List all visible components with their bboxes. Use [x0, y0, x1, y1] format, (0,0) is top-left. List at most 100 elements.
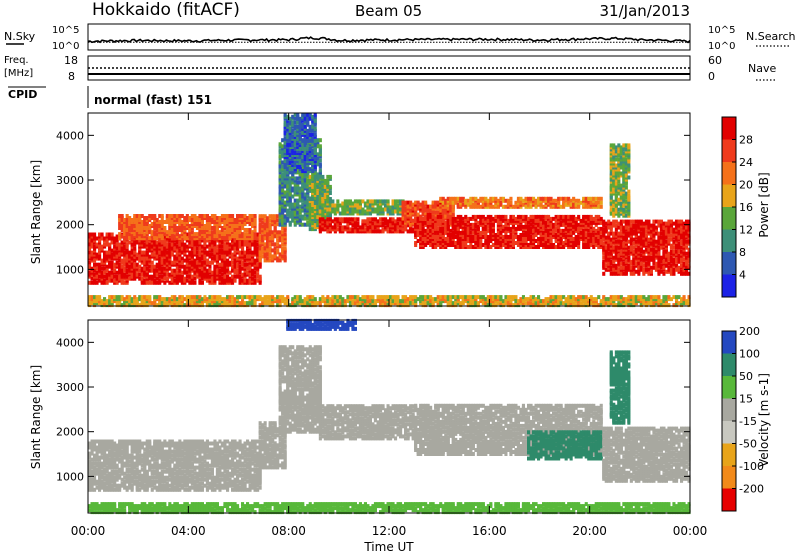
cpid-panel: CPID normal (fast) 151	[8, 86, 212, 108]
range-cell	[148, 268, 152, 273]
range-cell	[190, 214, 194, 218]
range-cell	[203, 250, 207, 255]
range-cell	[188, 280, 192, 285]
range-cell	[243, 258, 247, 263]
range-cell	[233, 228, 237, 232]
range-cell	[223, 230, 227, 235]
range-cell	[251, 268, 255, 273]
range-cell	[283, 254, 287, 259]
range-cell	[296, 186, 300, 191]
range-cell	[165, 276, 169, 281]
range-cell	[153, 242, 157, 247]
range-cell	[198, 250, 202, 255]
range-cell	[190, 246, 194, 251]
range-cell	[602, 271, 606, 276]
range-cell	[313, 218, 317, 223]
range-cell	[243, 262, 247, 267]
range-cell	[98, 278, 102, 283]
range-cell	[143, 280, 147, 285]
range-cell	[291, 172, 295, 177]
range-cell	[95, 280, 99, 285]
range-cell	[306, 198, 310, 203]
range-cell	[198, 218, 202, 222]
range-cell	[238, 242, 242, 247]
range-cell	[283, 190, 287, 195]
range-cell	[155, 236, 159, 241]
range-cell	[271, 214, 275, 219]
range-cell	[266, 256, 270, 261]
range-cell	[296, 210, 300, 215]
range-cell	[148, 242, 152, 247]
range-cell	[253, 278, 257, 283]
range-cell	[251, 260, 255, 265]
range-cell	[210, 256, 214, 261]
range-cell	[175, 232, 179, 237]
range-cell	[263, 252, 267, 257]
range-cell	[153, 252, 157, 257]
range-cell	[100, 280, 104, 285]
range-cell	[577, 245, 581, 249]
range-cell	[233, 260, 237, 265]
range-cell	[120, 214, 124, 218]
range-cell	[100, 270, 104, 275]
range-cell	[178, 234, 182, 239]
range-cell	[263, 226, 267, 231]
range-cell	[283, 168, 287, 173]
range-cell	[120, 234, 124, 239]
range-cell	[173, 268, 177, 273]
range-cell	[205, 218, 209, 222]
range-cell	[143, 266, 147, 271]
range-cell	[198, 278, 202, 283]
range-cell	[231, 260, 235, 265]
range-cell	[133, 230, 137, 235]
range-cell	[183, 226, 187, 230]
range-cell	[90, 276, 94, 281]
range-cell	[266, 226, 270, 231]
range-cell	[205, 258, 209, 263]
range-cell	[133, 246, 137, 251]
range-cell	[118, 214, 122, 218]
noise-left-tick-top: 10^5	[52, 25, 79, 36]
range-cell	[248, 228, 252, 232]
range-cell	[276, 242, 280, 247]
range-cell	[150, 274, 154, 279]
range-cell	[185, 244, 189, 249]
range-cell	[123, 272, 127, 277]
range-cell	[303, 192, 307, 197]
range-cell	[158, 278, 162, 283]
range-cell	[138, 224, 142, 228]
range-cell	[288, 220, 292, 225]
nave-tick-top: 60	[708, 54, 722, 67]
range-cell	[286, 178, 290, 183]
range-cell	[138, 236, 142, 241]
range-cell	[170, 252, 174, 257]
range-cell	[281, 138, 285, 143]
range-cell	[145, 236, 149, 241]
range-cell	[180, 280, 184, 285]
range-cell	[150, 214, 154, 218]
range-cell	[223, 236, 227, 241]
range-cell	[110, 232, 114, 237]
range-cell	[210, 236, 214, 241]
range-cell	[210, 242, 214, 247]
range-cell	[278, 178, 282, 183]
range-cell	[175, 250, 179, 255]
range-cell	[138, 254, 142, 259]
range-cell	[198, 230, 202, 235]
range-cell	[226, 260, 230, 265]
range-cell	[153, 278, 157, 283]
range-cell	[241, 280, 245, 285]
range-cell	[226, 258, 230, 263]
range-cell	[90, 232, 94, 237]
freq-panel: Freq. [MHz] 18 8 60 0 Nave	[4, 54, 776, 83]
range-cell	[170, 242, 174, 247]
range-cell	[140, 230, 144, 235]
range-cell	[256, 232, 260, 237]
range-cell	[190, 280, 194, 285]
range-cell	[198, 242, 202, 247]
range-cell	[128, 276, 132, 281]
range-cell	[98, 262, 102, 267]
range-cell	[178, 214, 182, 218]
range-cell	[258, 246, 262, 251]
range-cell	[138, 276, 142, 281]
